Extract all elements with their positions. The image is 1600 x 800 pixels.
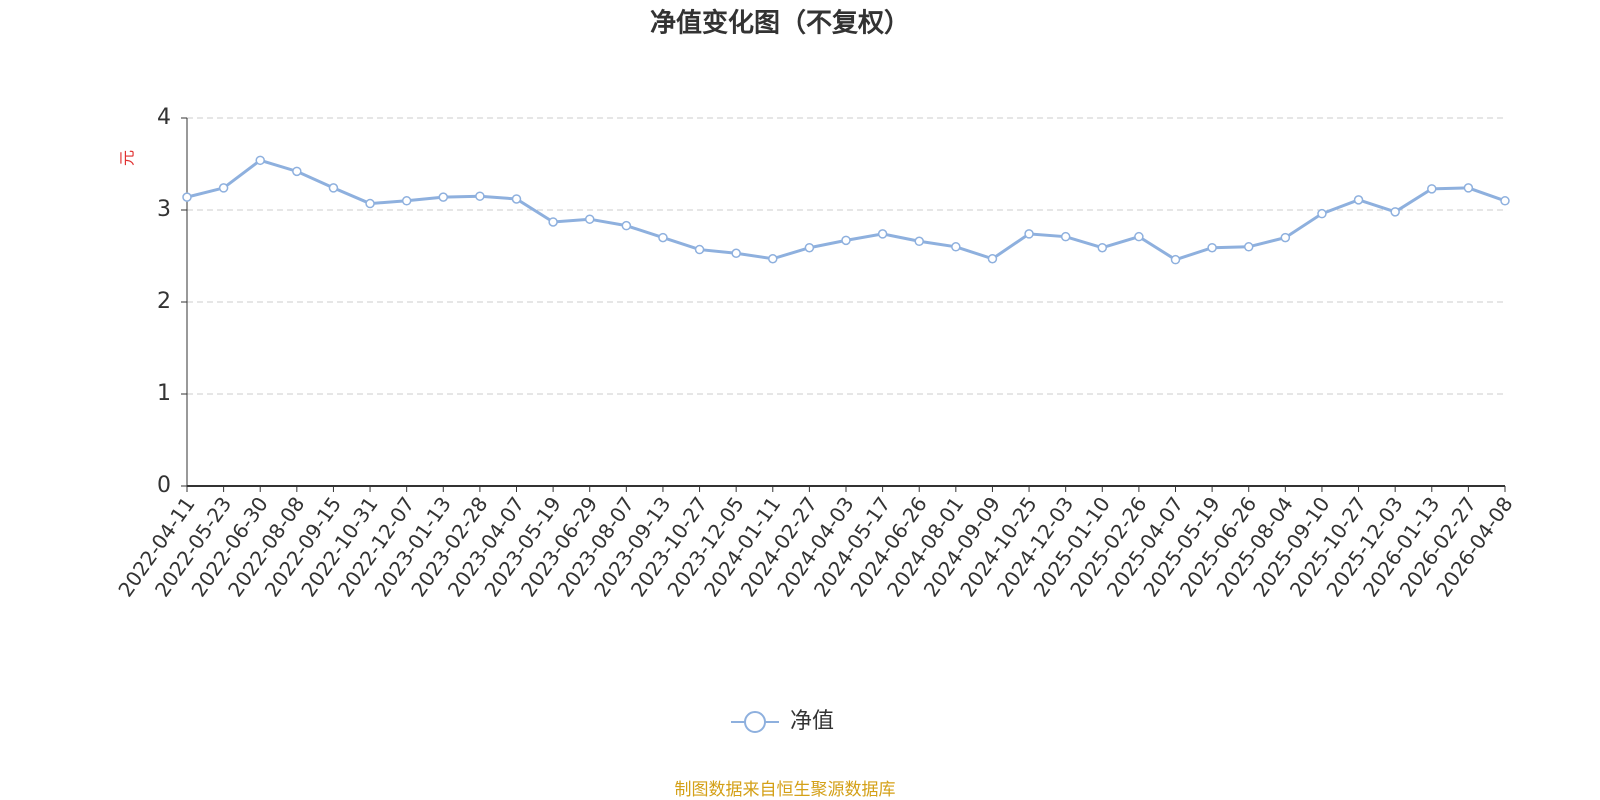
- point-marker: [804, 242, 815, 253]
- y-tick-label: 3: [157, 197, 171, 222]
- point-marker: [255, 155, 265, 166]
- chart-title: 净值变化图（不复权）: [650, 8, 910, 39]
- point-marker: [1243, 242, 1254, 252]
- point-marker: [438, 192, 449, 202]
- point-marker: [1134, 231, 1144, 242]
- point-marker: [511, 194, 522, 204]
- point-marker: [768, 254, 778, 264]
- point-marker: [548, 217, 558, 227]
- point-marker: [584, 214, 595, 224]
- legend-marker: [744, 711, 766, 733]
- point-marker: [951, 242, 961, 252]
- point-marker: [1390, 207, 1400, 217]
- legend-label: 净值: [790, 709, 834, 734]
- point-marker: [475, 191, 485, 201]
- point-marker: [877, 229, 888, 239]
- y-tick-label: 1: [157, 381, 171, 406]
- point-marker: [218, 183, 229, 193]
- point-marker: [731, 248, 741, 258]
- point-marker: [1024, 229, 1034, 239]
- point-marker: [328, 183, 339, 193]
- point-marker: [1170, 254, 1181, 265]
- point-marker: [1317, 208, 1327, 219]
- point-marker: [401, 196, 412, 206]
- point-marker: [292, 166, 302, 177]
- point-marker: [1500, 196, 1510, 206]
- point-marker: [914, 236, 924, 247]
- point-marker: [1353, 195, 1364, 205]
- point-marker: [1060, 231, 1071, 242]
- point-marker: [987, 254, 998, 264]
- point-marker: [1463, 183, 1474, 193]
- point-marker: [1280, 232, 1291, 243]
- point-marker: [1097, 242, 1108, 253]
- point-marker: [694, 244, 705, 255]
- point-marker: [365, 198, 375, 209]
- point-marker: [1207, 242, 1217, 253]
- y-tick-label: 0: [157, 473, 171, 498]
- point-marker: [1427, 184, 1437, 194]
- point-marker: [841, 235, 851, 246]
- y-axis-label: 元: [118, 150, 137, 166]
- point-marker: [621, 220, 632, 231]
- y-tick-label: 2: [157, 289, 171, 314]
- point-marker: [182, 192, 192, 202]
- point-marker: [658, 232, 668, 243]
- y-tick-label: 4: [157, 105, 171, 130]
- source-note: 制图数据来自恒生聚源数据库: [675, 780, 896, 800]
